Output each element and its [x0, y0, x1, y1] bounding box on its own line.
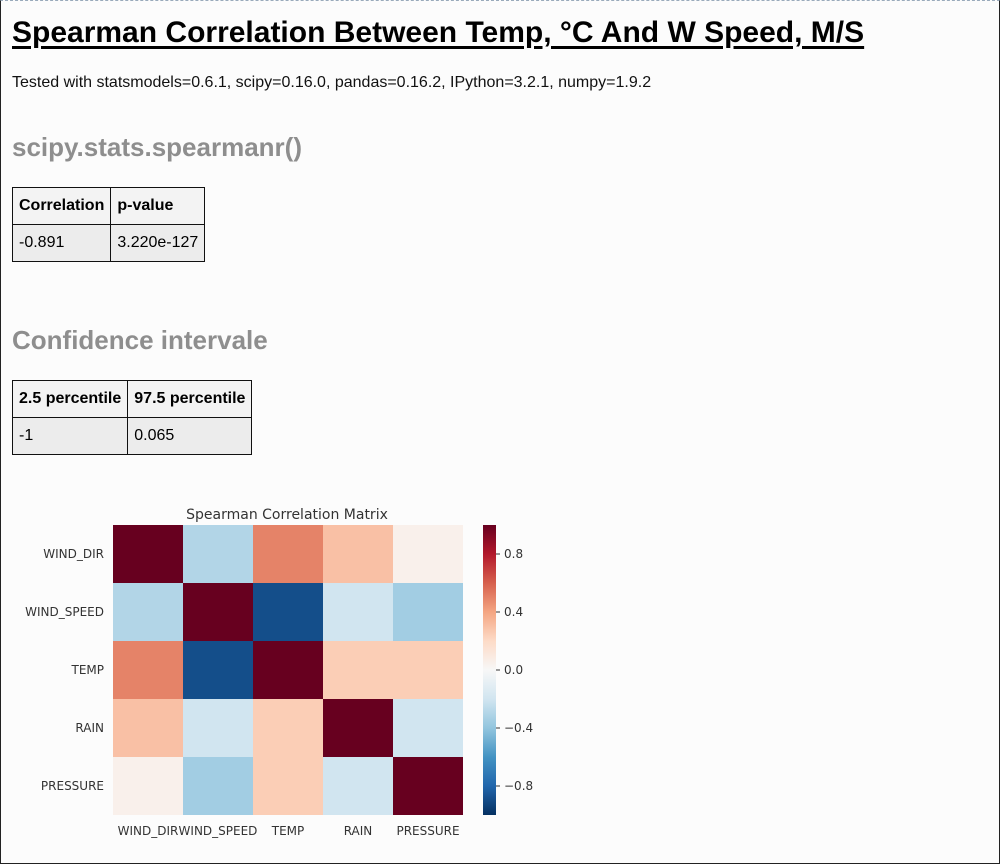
heatmap-cell	[323, 699, 393, 757]
heatmap-cell	[393, 525, 463, 583]
heatmap-row-label: PRESSURE	[41, 779, 104, 793]
table-row: -0.891 3.220e-127	[11, 224, 206, 262]
heatmap-cell	[113, 757, 183, 815]
heatmap-cell	[113, 525, 183, 583]
table-row: -1 0.065	[11, 417, 253, 455]
heatmap-cell	[253, 699, 323, 757]
table-cell-p-value: 3.220e-127	[110, 224, 206, 262]
versions-text: Tested with statsmodels=0.6.1, scipy=0.1…	[12, 74, 652, 91]
heatmap-column-label: RAIN	[344, 824, 373, 838]
heatmap-cell	[113, 583, 183, 641]
heatmap-cell	[323, 641, 393, 699]
colorbar-tick-label: −0.4	[504, 721, 533, 735]
table-header-row: 2.5 percentile 97.5 percentile	[11, 380, 253, 418]
heatmap-cell	[113, 699, 183, 757]
table-header-row: Correlation p-value	[11, 187, 206, 225]
heatmap-column-label: PRESSURE	[396, 824, 459, 838]
colorbar-tick-label: 0.8	[504, 547, 523, 561]
heatmap-cell	[183, 641, 253, 699]
heatmap-cell	[393, 583, 463, 641]
heatmap-cell	[183, 757, 253, 815]
table-cell-correlation: -0.891	[11, 224, 112, 262]
table-cell-lower-percentile: -1	[11, 417, 129, 455]
heatmap-cell	[253, 583, 323, 641]
page-title: Spearman Correlation Between Temp, °C An…	[12, 16, 865, 49]
table-header-p-value: p-value	[110, 187, 206, 225]
heatmap-cell	[183, 699, 253, 757]
table-header-lower-percentile: 2.5 percentile	[11, 380, 129, 418]
heatmap-title: Spearman Correlation Matrix	[186, 507, 388, 523]
heatmap-column-label: WIND_SPEED	[179, 824, 258, 838]
confidence-table: 2.5 percentile 97.5 percentile -1 0.065	[11, 380, 253, 455]
heatmap-cell	[253, 525, 323, 583]
heatmap-cell	[323, 583, 393, 641]
heatmap-row-label: TEMP	[70, 663, 104, 677]
correlation-heatmap: Spearman Correlation Matrix WIND_DIRWIND…	[25, 507, 533, 838]
heatmap-cell	[183, 583, 253, 641]
heatmap-cell	[393, 641, 463, 699]
table-cell-upper-percentile: 0.065	[127, 417, 253, 455]
colorbar-tick-label: 0.4	[504, 605, 523, 619]
table-header-upper-percentile: 97.5 percentile	[127, 380, 253, 418]
heatmap-cell	[393, 699, 463, 757]
heatmap-cell	[253, 757, 323, 815]
table-header-correlation: Correlation	[11, 187, 112, 225]
confidence-heading: Confidence intervale	[12, 325, 268, 355]
heatmap-cell	[183, 525, 253, 583]
heatmap-cell	[393, 757, 463, 815]
spearman-table: Correlation p-value -0.891 3.220e-127	[11, 187, 206, 262]
heatmap-column-label: TEMP	[271, 824, 305, 838]
heatmap-cell	[323, 757, 393, 815]
heatmap-cell	[113, 641, 183, 699]
heatmap-row-label: WIND_SPEED	[25, 605, 104, 619]
spearman-heading: scipy.stats.spearmanr()	[12, 132, 302, 162]
heatmap-row-label: WIND_DIR	[43, 547, 104, 561]
heatmap-cell	[253, 641, 323, 699]
heatmap-cell	[323, 525, 393, 583]
heatmap-row-label: RAIN	[75, 721, 104, 735]
heatmap-column-label: WIND_DIR	[118, 824, 179, 838]
colorbar	[483, 525, 496, 815]
colorbar-tick-label: 0.0	[504, 663, 523, 677]
colorbar-tick-label: −0.8	[504, 779, 533, 793]
